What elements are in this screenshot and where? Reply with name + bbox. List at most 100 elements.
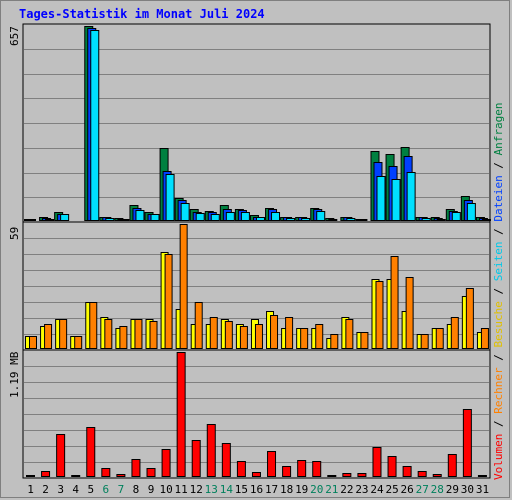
visits-panel-rechner-bar <box>104 319 113 349</box>
visits-panel-rechner-bar <box>59 319 68 349</box>
requests-panel-seiten-bar <box>210 214 220 221</box>
day-label: 5 <box>87 483 94 496</box>
volume-panel-volumen-bar <box>447 454 457 477</box>
day-label: 21 <box>325 483 338 496</box>
volume-panel-volumen-bar <box>432 474 442 477</box>
volume-panel-volumen-bar <box>26 475 35 477</box>
visits-panel-rechner-bar <box>239 326 248 349</box>
day-label: 19 <box>295 483 308 496</box>
volume-panel-volumen-bar <box>282 466 292 477</box>
day-label: 18 <box>280 483 293 496</box>
requests-panel-seiten-bar <box>421 218 431 221</box>
volume-panel-volumen-bar <box>372 447 382 477</box>
day-label: 3 <box>57 483 64 496</box>
requests-panel-seiten-bar <box>180 203 190 221</box>
visits-panel-rechner-bar <box>89 302 98 349</box>
volume-panel-volumen-bar <box>41 471 51 477</box>
volume-panel-volumen-bar <box>161 449 171 477</box>
requests-panel-seiten-bar <box>195 213 205 221</box>
visits-panel-rechner-bar <box>405 277 414 349</box>
day-label: 13 <box>205 483 218 496</box>
volume-panel-volumen-bar <box>206 424 216 477</box>
volume-panel-volumen-bar <box>56 434 66 477</box>
day-label: 14 <box>220 483 234 496</box>
page-title: Tages-Statistik im Monat Juli 2024 <box>19 7 265 21</box>
visits-panel-rechner-bar <box>480 328 489 349</box>
requests-panel-seiten-bar <box>271 212 281 221</box>
day-label: 1 <box>27 483 34 496</box>
visits-panel-rechner-bar <box>74 336 83 349</box>
volume-panel-volumen-bar <box>191 440 201 477</box>
day-label: 24 <box>370 483 384 496</box>
visits-panel-rechner-bar <box>149 321 158 349</box>
visits-panel-rechner-bar <box>450 317 459 349</box>
requests-panel-seiten-bar <box>436 219 446 221</box>
volume-panel-volumen-bar <box>342 473 352 477</box>
visits-panel-rechner-bar <box>44 324 53 349</box>
visits-panel-rechner-bar <box>465 288 474 349</box>
requests-panel-seiten-bar <box>90 30 100 221</box>
requests-panel-seiten-bar <box>240 212 250 221</box>
day-label: 28 <box>431 483 444 496</box>
requests-panel-seiten-bar <box>391 179 401 221</box>
visits-panel-rechner-bar <box>330 334 339 349</box>
visits-panel-rechner-bar <box>315 324 324 349</box>
requests-panel-dateien-bar <box>328 219 338 221</box>
requests-panel-seiten-bar <box>120 219 130 221</box>
visits-panel-rechner-bar <box>390 256 399 349</box>
day-label: 7 <box>118 483 125 496</box>
volume-panel-volumen-bar <box>477 475 487 477</box>
visits-panel-rechner-bar <box>179 224 188 349</box>
requests-panel-seiten-bar <box>150 214 160 221</box>
day-label: 8 <box>133 483 140 496</box>
day-label: 4 <box>72 483 79 496</box>
requests-panel-seiten-bar <box>255 217 265 221</box>
visits-panel-rechner-bar <box>119 326 128 349</box>
volume-panel-volumen-bar <box>327 475 337 477</box>
requests-panel-seiten-bar <box>481 219 491 221</box>
visits-panel-rechner-bar <box>435 328 444 349</box>
day-label: 10 <box>159 483 172 496</box>
visits-panel-rechner-bar <box>224 321 233 349</box>
day-label: 22 <box>340 483 353 496</box>
requests-panel-dateien-bar <box>27 219 36 221</box>
day-label: 23 <box>355 483 368 496</box>
visits-panel-rechner-bar <box>285 317 294 349</box>
requests-panel-seiten-bar <box>316 211 326 221</box>
requests-panel-seiten-bar <box>105 218 115 221</box>
requests-panel-seiten-bar <box>466 203 476 221</box>
volume-panel-volumen-bar <box>402 466 412 477</box>
requests-panel-seiten-bar <box>165 174 175 221</box>
day-label: 27 <box>416 483 429 496</box>
day-label: 16 <box>250 483 263 496</box>
visits-panel-rechner-bar <box>270 315 279 349</box>
volume-panel-volumen-bar <box>297 460 307 477</box>
volume-panel-volumen-bar <box>176 352 186 477</box>
requests-panel-seiten-bar <box>45 219 55 221</box>
visits-panel-rechner-bar <box>375 281 384 349</box>
volume-panel-volumen-bar <box>146 468 156 477</box>
requests-panel-seiten-bar <box>225 212 235 221</box>
visits-panel-rechner-bar <box>209 317 218 349</box>
volume-panel-volumen-bar <box>86 427 96 477</box>
volume-panel-volumen-bar <box>387 456 397 477</box>
day-label: 25 <box>385 483 398 496</box>
volume-panel-volumen-bar <box>71 475 81 477</box>
volume-panel-volumen-bar <box>312 461 322 477</box>
visits-panel-rechner-bar <box>254 324 263 349</box>
day-label: 30 <box>461 483 474 496</box>
volume-panel-volumen-bar <box>462 409 472 477</box>
volume-panel-volumen-bar <box>101 468 111 477</box>
volume-panel-volumen-bar <box>131 459 141 477</box>
day-label: 17 <box>265 483 278 496</box>
day-label: 15 <box>235 483 248 496</box>
visits-panel-rechner-bar <box>194 302 203 349</box>
day-label: 29 <box>446 483 459 496</box>
requests-panel-seiten-bar <box>346 218 356 221</box>
requests-panel-seiten-bar <box>286 218 296 221</box>
volume-panel-volumen-bar <box>236 461 246 477</box>
requests-panel-seiten-bar <box>135 210 145 221</box>
day-label: 9 <box>148 483 155 496</box>
